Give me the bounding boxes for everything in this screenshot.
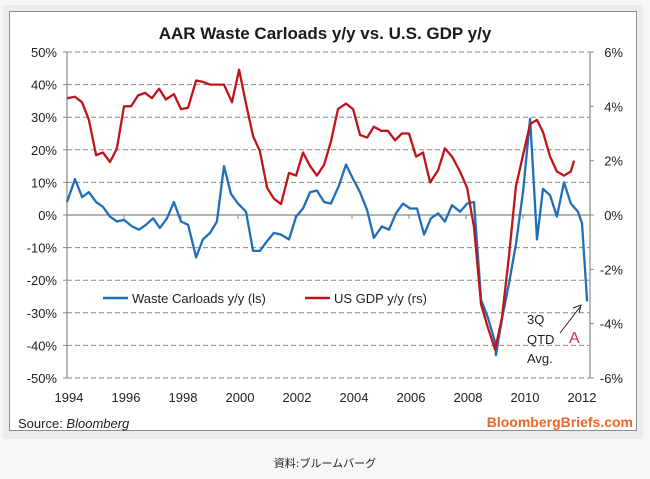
x-tick-label: 1994 (55, 390, 84, 405)
annotation-line-3: Avg. (527, 351, 553, 366)
x-tick-label: 1998 (169, 390, 198, 405)
x-tick-label: 2010 (511, 390, 540, 405)
x-tick-label: 1996 (112, 390, 141, 405)
x-tick-label: 2002 (283, 390, 312, 405)
right-tick-label: 6% (604, 45, 623, 60)
annotation-line-1: 3Q (527, 312, 544, 327)
axes (66, 52, 591, 378)
right-tick-label: -2% (600, 262, 624, 277)
image-caption: 資料:ブルームバーグ (273, 457, 377, 470)
annotation-line-2: QTD (527, 332, 554, 347)
annotation-arrow-icon (559, 306, 581, 334)
x-tick-label: 2000 (226, 390, 255, 405)
series-line-us-gdp (66, 68, 576, 351)
left-tick-label: -50% (27, 371, 58, 386)
right-axis-ticks: 6% 4% 2% 0% -2% -4% -6% (590, 45, 623, 386)
right-tick-label: 4% (604, 99, 623, 114)
left-tick-label: -40% (27, 338, 58, 353)
left-tick-label: 20% (31, 143, 57, 158)
chart-title: AAR Waste Carloads y/y vs. U.S. GDP y/y (159, 24, 492, 43)
chart-frame (9, 11, 637, 431)
left-tick-label: 30% (31, 110, 57, 125)
legend-label-us-gdp: US GDP y/y (rs) (334, 291, 427, 306)
chart-svg: AAR Waste Carloads y/y vs. U.S. GDP y/y … (18, 24, 633, 431)
x-axis-ticks: 1994 1996 1998 2000 2002 2004 2006 2008 2010 2012 (55, 215, 597, 405)
source-prefix: Source: (18, 416, 66, 431)
right-tick-label: -4% (600, 317, 624, 332)
series-lines (65, 68, 589, 357)
x-tick-label: 2004 (340, 390, 369, 405)
annotation-marker: A (569, 330, 580, 347)
left-tick-label: -30% (27, 306, 58, 321)
right-tick-label: 2% (604, 154, 623, 169)
x-tick-label: 2012 (568, 390, 597, 405)
legend: Waste Carloads y/y (ls) US GDP y/y (rs) (103, 291, 427, 306)
right-tick-label: -6% (600, 371, 624, 386)
left-tick-label: 40% (31, 78, 57, 93)
left-axis-ticks: 50% 40% 30% 20% 10% 0% -10% -20% -30% -40% -50% (27, 45, 67, 386)
source-name: Bloomberg (66, 416, 130, 431)
annotation: 3Q QTD Avg. A (527, 304, 582, 366)
left-tick-label: -10% (27, 241, 58, 256)
left-tick-label: 0% (38, 208, 57, 223)
brand-watermark: BloombergBriefs.com (487, 414, 633, 430)
series-line-waste-carloads (65, 117, 589, 357)
x-tick-label: 2006 (397, 390, 426, 405)
legend-label-waste-carloads: Waste Carloads y/y (ls) (132, 291, 266, 306)
left-tick-label: -20% (27, 273, 58, 288)
source-label: Source: Bloomberg (18, 416, 130, 431)
left-tick-label: 10% (31, 175, 57, 190)
x-tick-label: 2008 (454, 390, 483, 405)
left-tick-label: 50% (31, 45, 57, 60)
right-tick-label: 0% (604, 208, 623, 223)
annotation-arrowhead-icon (572, 304, 582, 314)
